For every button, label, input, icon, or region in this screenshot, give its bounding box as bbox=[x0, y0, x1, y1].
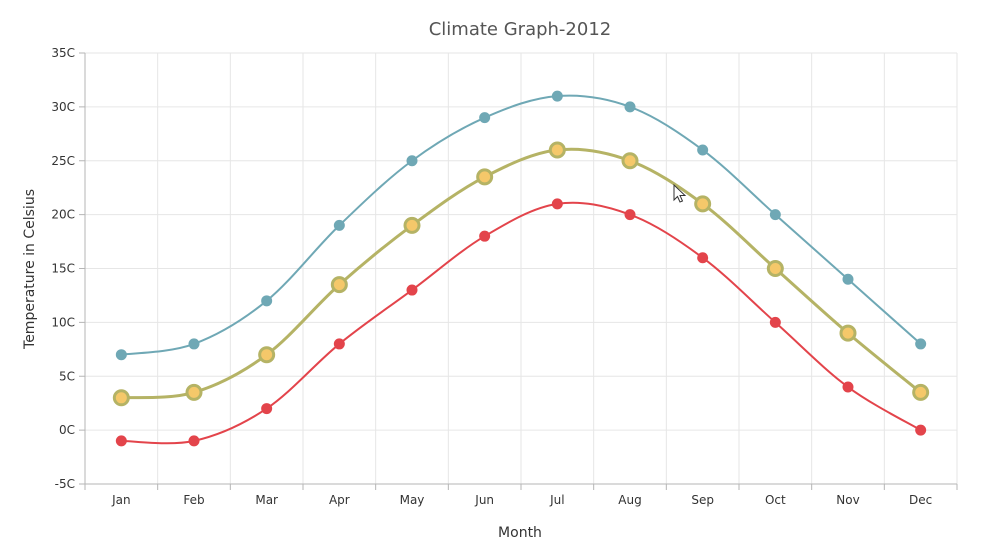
series-0-point bbox=[697, 144, 709, 156]
series-1-point bbox=[330, 276, 348, 294]
series-0-point bbox=[333, 219, 345, 231]
series-1-point bbox=[112, 389, 130, 407]
y-tick-label: 20C bbox=[51, 208, 75, 222]
marker-layer bbox=[112, 90, 930, 447]
series-0-point bbox=[551, 90, 563, 102]
series-1-point bbox=[694, 195, 712, 213]
series-0-point bbox=[769, 209, 781, 221]
series-1-point bbox=[766, 260, 784, 277]
series-1-point bbox=[621, 152, 639, 170]
mouse-cursor-icon bbox=[673, 183, 687, 203]
series-0-point bbox=[188, 338, 200, 350]
series-2-point bbox=[697, 252, 709, 264]
series-0-point bbox=[915, 338, 927, 350]
series-2-point bbox=[261, 403, 273, 415]
x-tick-label: Jul bbox=[549, 493, 564, 507]
series-1-point bbox=[258, 346, 276, 364]
series-2-point bbox=[406, 284, 418, 296]
series-2-point bbox=[188, 435, 200, 447]
series-2-point bbox=[333, 338, 345, 350]
x-tick-label: Aug bbox=[618, 493, 641, 507]
series-2-point bbox=[551, 198, 563, 210]
series-0-point bbox=[115, 349, 127, 361]
series-0-point bbox=[842, 273, 854, 285]
series-2-point bbox=[842, 381, 854, 393]
x-tick-label: Sep bbox=[691, 493, 714, 507]
x-tick-label: Nov bbox=[836, 493, 859, 507]
chart-title: Climate Graph-2012 bbox=[429, 19, 612, 40]
x-tick-label: May bbox=[400, 493, 425, 507]
series-1-point bbox=[476, 168, 494, 186]
series-0-point bbox=[261, 295, 273, 307]
series-1-point bbox=[185, 383, 203, 401]
x-tick-label: Oct bbox=[765, 493, 786, 507]
x-axis-title: Month bbox=[498, 525, 542, 541]
series-0-point bbox=[624, 101, 636, 113]
series-2-point bbox=[769, 316, 781, 328]
series-1-point bbox=[548, 141, 566, 159]
series-2-point bbox=[479, 230, 491, 242]
series-2-point bbox=[115, 435, 127, 447]
grid-layer bbox=[85, 52, 958, 484]
x-tick-label: Dec bbox=[909, 493, 932, 507]
series-0-point bbox=[406, 155, 418, 167]
y-tick-label: 25C bbox=[51, 154, 75, 168]
y-tick-label: 30C bbox=[51, 100, 75, 114]
y-tick-label: 15C bbox=[51, 262, 75, 276]
x-tick-label: Jun bbox=[474, 493, 494, 507]
y-tick-label: 10C bbox=[51, 315, 75, 329]
series-0-point bbox=[479, 112, 491, 124]
y-tick-label: -5C bbox=[55, 477, 75, 491]
series-1-point bbox=[912, 383, 930, 401]
x-tick-label: Jan bbox=[111, 493, 131, 507]
x-tick-label: Apr bbox=[329, 493, 350, 507]
axis-layer: -5C 0C 5C 10C 15C 20C 25C 30C 35C Jan Feb Mar Apr May… bbox=[51, 46, 958, 507]
y-tick-label: 0C bbox=[59, 423, 75, 437]
y-axis-title: Temperature in Celsius bbox=[22, 189, 38, 350]
series-1-point bbox=[839, 324, 857, 342]
series-1-point bbox=[403, 216, 421, 234]
x-tick-label: Mar bbox=[255, 493, 278, 507]
x-tick-label: Feb bbox=[183, 493, 204, 507]
series-2-point bbox=[624, 209, 636, 221]
y-tick-label: 5C bbox=[59, 369, 75, 383]
series-2-point bbox=[915, 424, 927, 436]
y-tick-label: 35C bbox=[51, 46, 75, 60]
